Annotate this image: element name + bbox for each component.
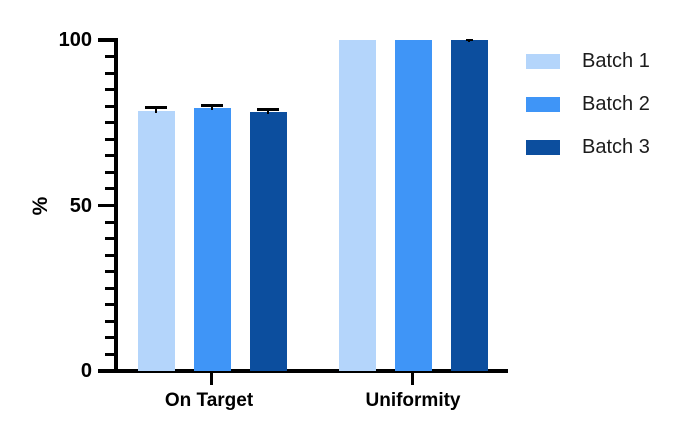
category-label-on-target: On Target — [164, 390, 254, 411]
y-minor-tick — [105, 121, 114, 125]
category-label-uniformity: Uniformity — [365, 390, 461, 411]
y-axis-line — [114, 38, 118, 372]
bar-batch-3-on-target — [249, 111, 287, 371]
y-minor-tick — [105, 187, 114, 191]
y-minor-tick — [105, 303, 114, 307]
legend-label-batch-3: Batch 3 — [582, 136, 650, 158]
y-minor-tick — [105, 55, 114, 59]
y-minor-tick — [105, 71, 114, 75]
y-minor-tick — [105, 319, 114, 323]
legend-item-batch-2: Batch 2 — [526, 93, 650, 115]
error-bar-cap — [201, 104, 223, 108]
y-minor-tick — [105, 237, 114, 241]
y-minor-tick — [105, 220, 114, 224]
y-minor-tick — [105, 286, 114, 290]
y-minor-tick — [105, 154, 114, 158]
bar-batch-1-on-target — [137, 110, 175, 371]
x-tick-on-target — [210, 370, 214, 385]
error-bar-cap — [465, 38, 473, 41]
legend-label-batch-2: Batch 2 — [582, 93, 650, 115]
y-major-tick — [98, 203, 114, 208]
y-minor-tick — [105, 352, 114, 356]
error-bar-stem — [154, 107, 158, 113]
y-minor-tick — [105, 104, 114, 108]
legend-swatch-batch-3 — [526, 140, 560, 155]
error-bar-cap — [145, 106, 167, 110]
y-tick-label: 0 — [80, 360, 92, 382]
x-tick-uniformity — [411, 370, 415, 385]
legend-swatch-batch-1 — [526, 54, 560, 69]
error-bar-stem — [210, 105, 214, 111]
legend: Batch 1 Batch 2 Batch 3 — [526, 50, 650, 183]
legend-swatch-batch-2 — [526, 97, 560, 112]
y-major-tick — [98, 38, 114, 42]
y-minor-tick — [105, 88, 114, 92]
y-minor-tick — [105, 336, 114, 340]
legend-item-batch-3: Batch 3 — [526, 136, 650, 158]
bar-batch-3-uniformity — [450, 40, 488, 371]
y-minor-tick — [105, 270, 114, 274]
y-minor-tick — [105, 253, 114, 257]
bar-batch-1-uniformity — [338, 40, 376, 371]
legend-label-batch-1: Batch 1 — [582, 50, 650, 72]
y-minor-tick — [105, 170, 114, 174]
bar-batch-2-uniformity — [394, 40, 432, 371]
error-bar-cap — [257, 107, 279, 111]
y-tick-label: 100 — [58, 29, 92, 51]
y-major-tick — [98, 369, 114, 373]
x-axis-line — [114, 369, 508, 373]
error-bar-stem — [266, 109, 270, 114]
y-minor-tick — [105, 137, 114, 141]
legend-item-batch-1: Batch 1 — [526, 50, 650, 72]
bar-batch-2-on-target — [193, 108, 231, 371]
y-tick-label: 50 — [69, 194, 92, 217]
